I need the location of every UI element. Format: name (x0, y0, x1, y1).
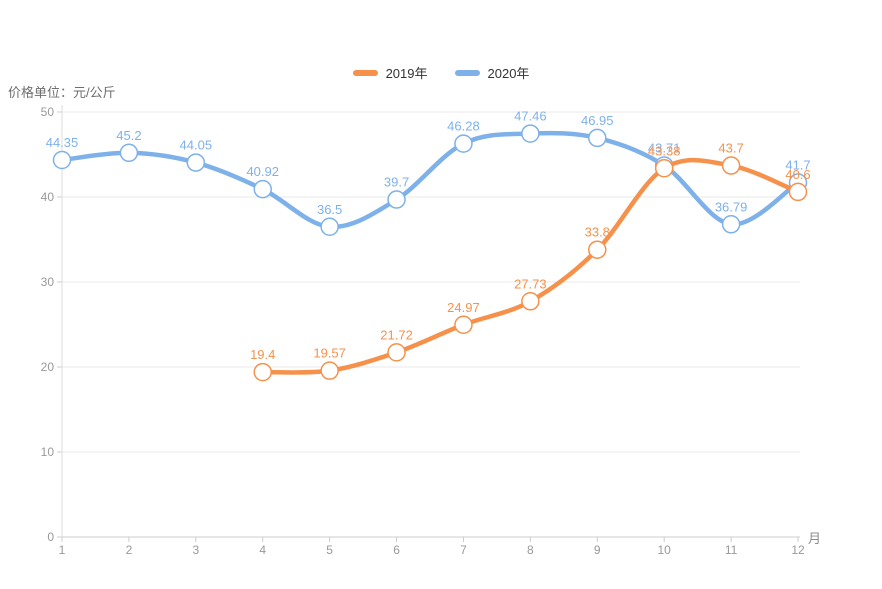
data-label-2019-m9: 33.8 (585, 225, 610, 240)
y-tick-label: 0 (47, 530, 54, 544)
data-point-2019-m5[interactable] (320, 361, 339, 380)
data-label-2019-m10: 43.38 (648, 143, 681, 158)
data-point-2020-m1[interactable] (52, 150, 72, 170)
legend-label-2019: 2019年 (385, 66, 428, 81)
legend-label-2020: 2020年 (487, 66, 530, 81)
y-tick-label: 30 (41, 275, 55, 289)
x-tick-label: 7 (460, 543, 467, 557)
legend-swatch-2020 (454, 69, 480, 76)
data-point-2020-m9[interactable] (588, 128, 607, 148)
data-point-2019-m4[interactable] (253, 362, 272, 382)
data-point-2019-m6[interactable] (387, 343, 406, 362)
data-point-2020-m7[interactable] (454, 134, 473, 153)
data-point-2019-m9[interactable] (588, 240, 607, 259)
series-line-2020 (59, 130, 801, 230)
x-tick-label: 11 (725, 543, 738, 557)
x-tick-label: 3 (192, 543, 199, 557)
data-label-2020-m7: 46.28 (447, 119, 480, 134)
data-label-2020-m11: 36.79 (715, 199, 748, 214)
data-point-2020-m8[interactable] (521, 124, 540, 143)
data-point-2020-m4[interactable] (253, 179, 272, 199)
data-label-2019-m8: 27.73 (514, 276, 547, 291)
data-label-2020-m4: 40.92 (246, 164, 279, 179)
legend-item-2019[interactable]: 2019年 (352, 63, 428, 82)
data-label-2020-m8: 47.46 (514, 109, 547, 124)
x-tick-label: 2 (126, 543, 133, 557)
x-tick-label: 6 (393, 543, 400, 557)
series-line-2019 (260, 157, 801, 375)
data-label-2020-m10: 43.71 (648, 140, 681, 155)
data-label-2019-m11: 43.7 (718, 141, 743, 156)
y-tick-label: 20 (41, 360, 55, 374)
y-axis-unit-label: 价格单位：元/公斤 (8, 85, 116, 100)
y-tick-label: 40 (41, 190, 55, 204)
y-tick-label: 50 (41, 105, 55, 119)
data-label-2019-m4: 19.4 (250, 347, 275, 362)
x-axis-name: 月 (808, 531, 821, 546)
data-label-2019-m12: 40.6 (785, 167, 810, 182)
data-label-2020-m5: 36.5 (317, 202, 342, 217)
data-point-2020-m3[interactable] (186, 153, 206, 172)
x-tick-label: 9 (594, 543, 601, 557)
x-tick-label: 1 (59, 543, 66, 557)
data-point-2020-m5[interactable] (320, 217, 339, 236)
data-point-2019-m10[interactable] (654, 159, 674, 178)
data-point-2019-m11[interactable] (721, 156, 741, 175)
x-tick-label: 5 (326, 543, 333, 557)
data-label-2020-m3: 44.05 (180, 138, 213, 153)
x-tick-label: 4 (259, 543, 266, 557)
data-label-2020-m9: 46.95 (581, 113, 614, 128)
x-tick-label: 12 (791, 543, 805, 557)
data-label-2020-m6: 39.7 (384, 175, 409, 190)
legend-swatch-2019 (352, 69, 378, 76)
data-point-2019-m8[interactable] (521, 292, 540, 311)
x-tick-label: 10 (658, 543, 672, 557)
legend-item-2020[interactable]: 2020年 (454, 63, 530, 82)
data-label-2019-m6: 21.72 (380, 327, 413, 342)
data-label-2020-m12: 41.7 (785, 158, 810, 173)
x-tick-label: 8 (527, 543, 534, 557)
data-point-2020-m11[interactable] (721, 215, 741, 234)
data-point-2019-m12[interactable] (788, 182, 808, 202)
data-point-2020-m6[interactable] (387, 190, 406, 209)
legend: 2019年 2020年 (0, 63, 882, 82)
data-label-2020-m2: 45.2 (116, 128, 141, 143)
data-label-2019-m7: 24.97 (447, 300, 480, 315)
data-point-2020-m2[interactable] (119, 143, 139, 163)
data-label-2020-m1: 44.35 (46, 135, 79, 150)
data-point-2019-m7[interactable] (454, 315, 473, 335)
y-tick-label: 10 (41, 445, 55, 459)
data-label-2019-m5: 19.57 (313, 346, 346, 361)
